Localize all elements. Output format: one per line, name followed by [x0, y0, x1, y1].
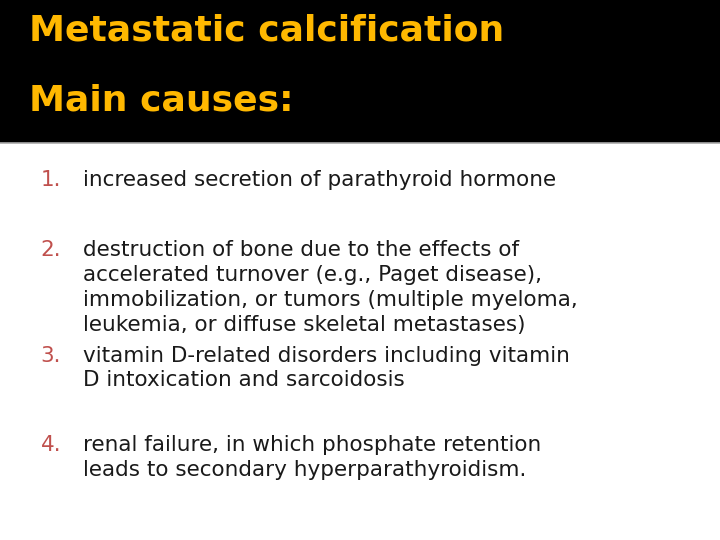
Text: increased secretion of parathyroid hormone: increased secretion of parathyroid hormo…	[83, 170, 556, 190]
Text: 4.: 4.	[40, 435, 61, 455]
FancyBboxPatch shape	[0, 0, 720, 143]
Text: 1.: 1.	[41, 170, 61, 190]
Text: destruction of bone due to the effects of
accelerated turnover (e.g., Paget dise: destruction of bone due to the effects o…	[83, 240, 577, 335]
Text: 3.: 3.	[41, 346, 61, 366]
Text: vitamin D-related disorders including vitamin
D intoxication and sarcoidosis: vitamin D-related disorders including vi…	[83, 346, 570, 390]
Text: Metastatic calcification: Metastatic calcification	[29, 14, 504, 48]
Text: Main causes:: Main causes:	[29, 84, 293, 118]
Text: renal failure, in which phosphate retention
leads to secondary hyperparathyroidi: renal failure, in which phosphate retent…	[83, 435, 541, 480]
Text: 2.: 2.	[40, 240, 61, 260]
